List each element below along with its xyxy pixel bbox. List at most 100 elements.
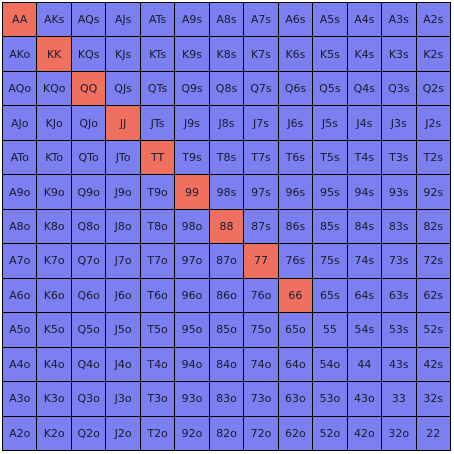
hand-cell-72o[interactable]: 72o bbox=[244, 416, 278, 450]
hand-cell-j9s[interactable]: J9s bbox=[175, 106, 209, 140]
hand-cell-jj[interactable]: JJ bbox=[106, 106, 140, 140]
hand-cell-k2s[interactable]: K2s bbox=[416, 37, 450, 71]
hand-cell-t3o[interactable]: T3o bbox=[140, 382, 175, 416]
hand-cell-k6s[interactable]: K6s bbox=[278, 37, 313, 71]
hand-cell-53s[interactable]: 53s bbox=[382, 313, 416, 347]
hand-cell-a3o[interactable]: A3o bbox=[3, 382, 37, 416]
hand-cell-qq[interactable]: QQ bbox=[71, 71, 106, 106]
hand-cell-t3s[interactable]: T3s bbox=[382, 140, 416, 175]
hand-cell-65s[interactable]: 65s bbox=[313, 278, 347, 313]
hand-cell-32o[interactable]: 32o bbox=[382, 416, 416, 450]
hand-cell-86s[interactable]: 86s bbox=[278, 209, 313, 244]
hand-cell-j6o[interactable]: J6o bbox=[106, 278, 140, 313]
hand-cell-j9o[interactable]: J9o bbox=[106, 175, 140, 209]
hand-cell-a9s[interactable]: A9s bbox=[175, 3, 209, 37]
hand-cell-a4o[interactable]: A4o bbox=[3, 347, 37, 382]
hand-cell-64o[interactable]: 64o bbox=[278, 347, 313, 382]
hand-cell-j3s[interactable]: J3s bbox=[382, 106, 416, 140]
hand-cell-t7o[interactable]: T7o bbox=[140, 244, 175, 278]
hand-cell-85o[interactable]: 85o bbox=[209, 313, 244, 347]
hand-cell-j6s[interactable]: J6s bbox=[278, 106, 313, 140]
hand-cell-75o[interactable]: 75o bbox=[244, 313, 278, 347]
hand-cell-t6s[interactable]: T6s bbox=[278, 140, 313, 175]
hand-cell-t9o[interactable]: T9o bbox=[140, 175, 175, 209]
hand-cell-jts[interactable]: JTs bbox=[140, 106, 175, 140]
hand-cell-kts[interactable]: KTs bbox=[140, 37, 175, 71]
hand-cell-kqs[interactable]: KQs bbox=[71, 37, 106, 71]
hand-cell-kjs[interactable]: KJs bbox=[106, 37, 140, 71]
hand-cell-82o[interactable]: 82o bbox=[209, 416, 244, 450]
hand-cell-65o[interactable]: 65o bbox=[278, 313, 313, 347]
hand-cell-j2o[interactable]: J2o bbox=[106, 416, 140, 450]
hand-cell-87o[interactable]: 87o bbox=[209, 244, 244, 278]
hand-cell-73s[interactable]: 73s bbox=[382, 244, 416, 278]
hand-cell-a8s[interactable]: A8s bbox=[209, 3, 244, 37]
hand-cell-a6o[interactable]: A6o bbox=[3, 278, 37, 313]
hand-cell-a7o[interactable]: A7o bbox=[3, 244, 37, 278]
hand-cell-k6o[interactable]: K6o bbox=[37, 278, 71, 313]
hand-cell-62o[interactable]: 62o bbox=[278, 416, 313, 450]
hand-cell-t9s[interactable]: T9s bbox=[175, 140, 209, 175]
hand-cell-t4o[interactable]: T4o bbox=[140, 347, 175, 382]
hand-cell-q9s[interactable]: Q9s bbox=[175, 71, 209, 106]
hand-cell-63o[interactable]: 63o bbox=[278, 382, 313, 416]
hand-cell-k9o[interactable]: K9o bbox=[37, 175, 71, 209]
hand-cell-k5s[interactable]: K5s bbox=[313, 37, 347, 71]
hand-cell-52s[interactable]: 52s bbox=[416, 313, 450, 347]
hand-cell-a2s[interactable]: A2s bbox=[416, 3, 450, 37]
hand-cell-q8o[interactable]: Q8o bbox=[71, 209, 106, 244]
hand-cell-qts[interactable]: QTs bbox=[140, 71, 175, 106]
hand-cell-q3s[interactable]: Q3s bbox=[382, 71, 416, 106]
hand-cell-94s[interactable]: 94s bbox=[347, 175, 382, 209]
hand-cell-j4o[interactable]: J4o bbox=[106, 347, 140, 382]
hand-cell-63s[interactable]: 63s bbox=[382, 278, 416, 313]
hand-cell-j2s[interactable]: J2s bbox=[416, 106, 450, 140]
hand-cell-aqs[interactable]: AQs bbox=[71, 3, 106, 37]
hand-cell-ato[interactable]: ATo bbox=[3, 140, 37, 175]
hand-cell-kto[interactable]: KTo bbox=[37, 140, 71, 175]
hand-cell-95s[interactable]: 95s bbox=[313, 175, 347, 209]
hand-cell-q7o[interactable]: Q7o bbox=[71, 244, 106, 278]
hand-cell-t5s[interactable]: T5s bbox=[313, 140, 347, 175]
hand-cell-33[interactable]: 33 bbox=[382, 382, 416, 416]
hand-cell-76o[interactable]: 76o bbox=[244, 278, 278, 313]
hand-cell-42s[interactable]: 42s bbox=[416, 347, 450, 382]
hand-cell-qjo[interactable]: QJo bbox=[71, 106, 106, 140]
hand-cell-74s[interactable]: 74s bbox=[347, 244, 382, 278]
hand-cell-94o[interactable]: 94o bbox=[175, 347, 209, 382]
hand-cell-j7o[interactable]: J7o bbox=[106, 244, 140, 278]
hand-cell-43s[interactable]: 43s bbox=[382, 347, 416, 382]
hand-cell-j8s[interactable]: J8s bbox=[209, 106, 244, 140]
hand-cell-73o[interactable]: 73o bbox=[244, 382, 278, 416]
hand-cell-52o[interactable]: 52o bbox=[313, 416, 347, 450]
hand-cell-t8o[interactable]: T8o bbox=[140, 209, 175, 244]
hand-cell-q4s[interactable]: Q4s bbox=[347, 71, 382, 106]
hand-cell-j5o[interactable]: J5o bbox=[106, 313, 140, 347]
hand-cell-k4o[interactable]: K4o bbox=[37, 347, 71, 382]
hand-cell-44[interactable]: 44 bbox=[347, 347, 382, 382]
hand-cell-a8o[interactable]: A8o bbox=[3, 209, 37, 244]
hand-cell-t8s[interactable]: T8s bbox=[209, 140, 244, 175]
hand-cell-jto[interactable]: JTo bbox=[106, 140, 140, 175]
hand-cell-a5o[interactable]: A5o bbox=[3, 313, 37, 347]
hand-cell-t2o[interactable]: T2o bbox=[140, 416, 175, 450]
hand-cell-62s[interactable]: 62s bbox=[416, 278, 450, 313]
hand-cell-a2o[interactable]: A2o bbox=[3, 416, 37, 450]
hand-cell-qto[interactable]: QTo bbox=[71, 140, 106, 175]
hand-cell-ako[interactable]: AKo bbox=[3, 37, 37, 71]
hand-cell-98o[interactable]: 98o bbox=[175, 209, 209, 244]
hand-cell-k9s[interactable]: K9s bbox=[175, 37, 209, 71]
hand-cell-72s[interactable]: 72s bbox=[416, 244, 450, 278]
hand-cell-42o[interactable]: 42o bbox=[347, 416, 382, 450]
hand-cell-22[interactable]: 22 bbox=[416, 416, 450, 450]
hand-cell-t6o[interactable]: T6o bbox=[140, 278, 175, 313]
hand-cell-j5s[interactable]: J5s bbox=[313, 106, 347, 140]
hand-cell-82s[interactable]: 82s bbox=[416, 209, 450, 244]
hand-cell-98s[interactable]: 98s bbox=[209, 175, 244, 209]
hand-cell-a9o[interactable]: A9o bbox=[3, 175, 37, 209]
hand-cell-q3o[interactable]: Q3o bbox=[71, 382, 106, 416]
hand-cell-qjs[interactable]: QJs bbox=[106, 71, 140, 106]
hand-cell-j4s[interactable]: J4s bbox=[347, 106, 382, 140]
hand-cell-q5o[interactable]: Q5o bbox=[71, 313, 106, 347]
hand-cell-a3s[interactable]: A3s bbox=[382, 3, 416, 37]
